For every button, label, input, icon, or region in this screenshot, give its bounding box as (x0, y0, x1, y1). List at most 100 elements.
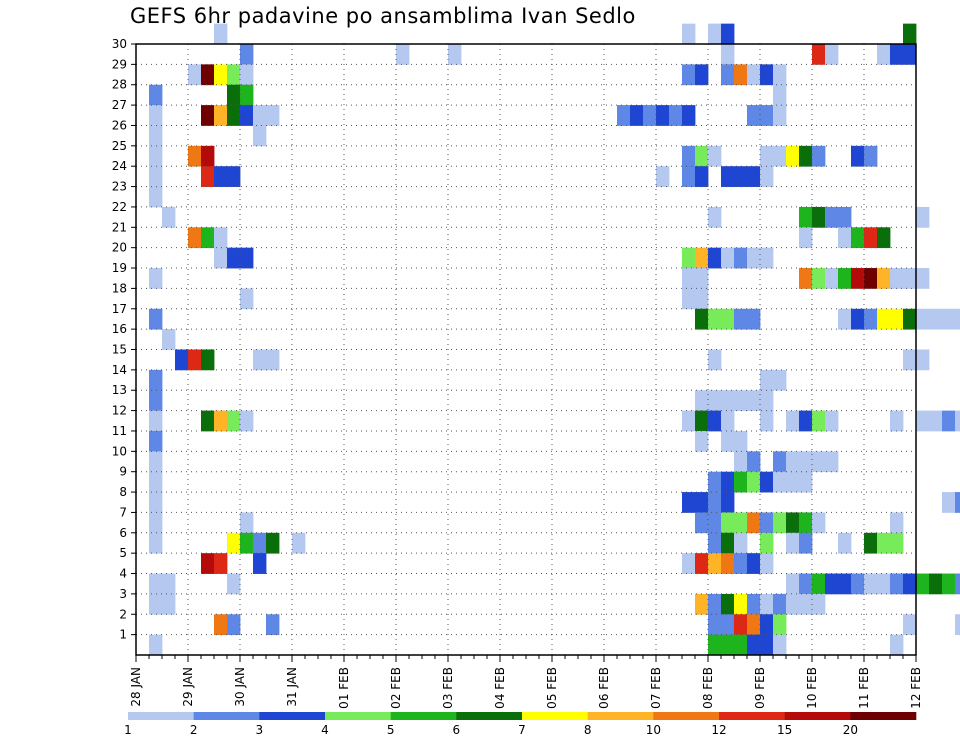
heatmap-cell (799, 471, 813, 493)
heatmap-cell (721, 634, 735, 656)
heatmap-cell (890, 268, 904, 289)
heatmap-cell (149, 573, 163, 595)
heatmap-cell (903, 268, 917, 289)
heatmap-cell (825, 206, 839, 228)
heatmap-cell (253, 105, 267, 126)
heatmap-cell (682, 553, 696, 574)
heatmap-cell (760, 512, 774, 534)
heatmap-cell (773, 145, 787, 167)
heatmap-cell (682, 145, 696, 167)
heatmap-cell (617, 105, 631, 126)
heatmap-cell (916, 349, 930, 371)
colorbar-swatch (522, 712, 588, 720)
heatmap-cell (682, 492, 696, 513)
heatmap-cell (253, 349, 267, 371)
heatmap-cell (799, 593, 813, 615)
heatmap-cell (708, 593, 722, 615)
heatmap-cell (734, 451, 748, 473)
heatmap-cell (253, 532, 267, 554)
heatmap-cell (253, 125, 267, 147)
heatmap-cell (747, 308, 761, 330)
heatmap-cell (695, 430, 709, 452)
y-tick-label: 24 (112, 159, 127, 173)
heatmap-cell (773, 512, 787, 534)
y-tick-label: 21 (112, 220, 127, 234)
y-tick-label: 16 (112, 322, 127, 336)
heatmap-cell (799, 410, 813, 432)
heatmap-cell (890, 532, 904, 554)
colorbar-swatch (193, 712, 260, 720)
heatmap-cell (916, 410, 930, 432)
heatmap-cell (149, 186, 163, 208)
heatmap-cell (760, 634, 774, 656)
heatmap-cell (240, 84, 254, 106)
colorbar-label: 12 (711, 723, 726, 737)
heatmap-cell (825, 268, 839, 289)
heatmap-cell (448, 44, 462, 65)
y-tick-label: 14 (112, 363, 127, 377)
grid-lines (136, 44, 916, 655)
heatmap-cell (812, 44, 826, 65)
heatmap-cell (864, 573, 878, 595)
heatmap-cell (786, 145, 800, 167)
heatmap-cell (682, 64, 696, 86)
heatmap-cell (682, 105, 696, 126)
colorbar-label: 15 (777, 723, 792, 737)
heatmap-cell (227, 84, 241, 106)
heatmap-cell (721, 553, 735, 574)
heatmap-cell (227, 410, 241, 432)
heatmap-cell (240, 105, 254, 126)
heatmap-cell (214, 614, 228, 636)
heatmap-cell (838, 206, 852, 228)
heatmap-cell (773, 84, 787, 106)
heatmap-cell (955, 410, 960, 432)
heatmap-cell (799, 512, 813, 534)
heatmap-cell (786, 410, 800, 432)
colorbar-swatch (325, 712, 391, 720)
heatmap-cell (877, 532, 891, 554)
heatmap-cell (903, 573, 917, 595)
heatmap-cell (786, 593, 800, 615)
heatmap-cell (721, 512, 735, 534)
heatmap-cell (747, 390, 761, 411)
heatmap-cell (955, 308, 960, 330)
heatmap-cell (773, 593, 787, 615)
heatmap-cell (227, 614, 241, 636)
y-tick-label: 28 (112, 78, 127, 92)
heatmap-cell (747, 166, 761, 187)
heatmap-cell (708, 23, 722, 45)
y-tick-label: 23 (112, 180, 127, 194)
heatmap-cell (695, 247, 709, 269)
heatmap-cell (773, 451, 787, 473)
heatmap-cell (721, 532, 735, 554)
heatmap-cell (799, 532, 813, 554)
heatmap-cell (266, 105, 280, 126)
heatmap-cell (292, 532, 306, 554)
y-tick-label: 26 (112, 118, 127, 132)
heatmap-cell (227, 166, 241, 187)
heatmap-cell (149, 634, 163, 656)
heatmap-cell (734, 593, 748, 615)
heatmap-cell (734, 64, 748, 86)
heatmap-cell (695, 512, 709, 534)
heatmap-cell (773, 105, 787, 126)
colorbar-label: 7 (518, 723, 526, 737)
heatmap-cell (708, 553, 722, 574)
heatmap-cell (721, 390, 735, 411)
heatmap-cell (877, 44, 891, 65)
heatmap-cell (227, 573, 241, 595)
heatmap-cell (747, 614, 761, 636)
heatmap-cell (162, 329, 176, 350)
heatmap-cell (214, 64, 228, 86)
heatmap-cell (760, 247, 774, 269)
heatmap-cell (760, 471, 774, 493)
heatmap-cell (812, 268, 826, 289)
heatmap-cell (149, 166, 163, 187)
heatmap-cell (682, 23, 696, 45)
heatmap-cell (162, 206, 176, 228)
x-axis: 28 JAN 29 JAN 30 JAN 31 JAN 01 FEB 02 FEB 03 F… (129, 655, 923, 709)
heatmap-cell (227, 64, 241, 86)
heatmap-cell (266, 349, 280, 371)
heatmap-cell (682, 247, 696, 269)
